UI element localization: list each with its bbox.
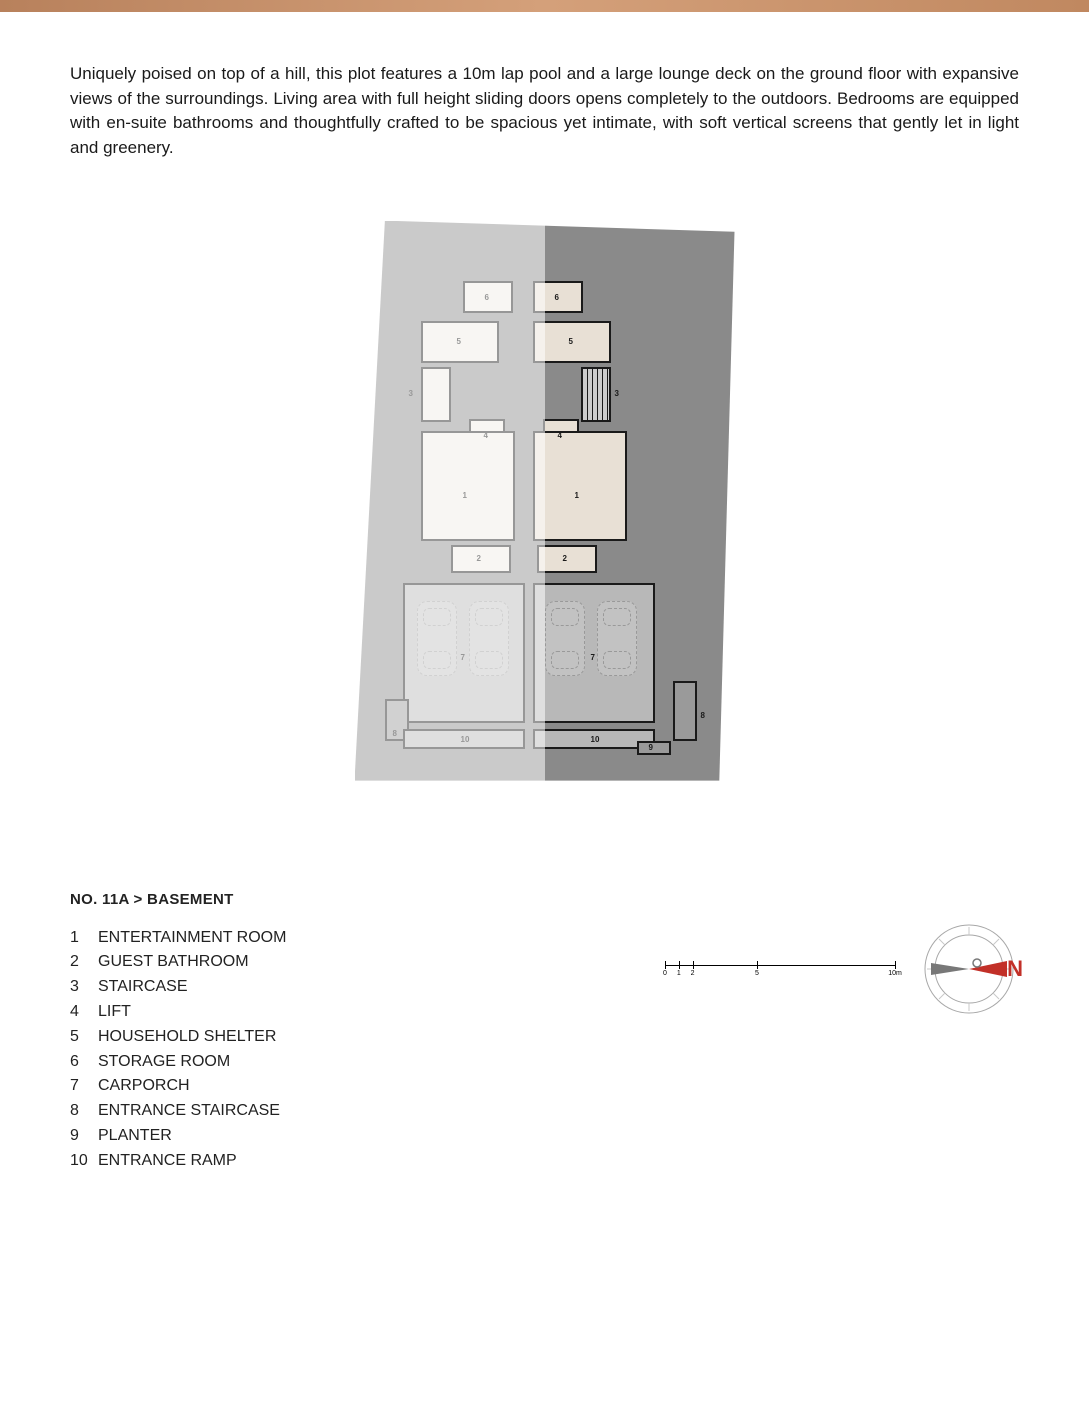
room-label: 5	[457, 337, 461, 346]
room-label: 6	[555, 293, 559, 302]
compass-icon	[919, 919, 1019, 1019]
room-label: 7	[461, 653, 465, 662]
legend-item: 5HOUSEHOLD SHELTER	[70, 1025, 286, 1050]
legend-item: 2GUEST BATHROOM	[70, 950, 286, 975]
legend-item-number: 6	[70, 1050, 98, 1075]
room-label: 2	[563, 554, 567, 563]
room-label: 10	[591, 735, 600, 744]
scale-compass-block: 0 1 2 5 10m	[665, 919, 1019, 1019]
car-outline	[545, 601, 585, 676]
car-outline	[417, 601, 457, 676]
property-description: Uniquely poised on top of a hill, this p…	[70, 62, 1019, 161]
scale-tick-label: 2	[691, 970, 695, 977]
scale-tick-label: 1	[677, 970, 681, 977]
room-label: 6	[485, 293, 489, 302]
compass-north-label: N	[1007, 956, 1023, 982]
legend-item: 4LIFT	[70, 1000, 286, 1025]
scale-tick	[693, 961, 694, 969]
floorplan-container: 6 6 5 5 3 3 4 4 1 1 2 2 7 7 8 8 10 10 9	[70, 221, 1019, 781]
room-3R	[581, 367, 611, 422]
legend-title: NO. 11A > BASEMENT	[70, 891, 286, 908]
legend: NO. 11A > BASEMENT 1ENTERTAINMENT ROOM2G…	[70, 891, 286, 1174]
room-label: 4	[484, 431, 488, 440]
legend-item-label: PLANTER	[98, 1124, 172, 1149]
scale-tick-label: 5	[755, 970, 759, 977]
legend-item-number: 8	[70, 1099, 98, 1124]
room-label: 10	[461, 735, 470, 744]
room-1L	[421, 431, 515, 541]
legend-item: 8ENTRANCE STAIRCASE	[70, 1099, 286, 1124]
car-outline	[597, 601, 637, 676]
legend-item-label: GUEST BATHROOM	[98, 950, 249, 975]
scale-bar: 012510m	[665, 957, 895, 981]
legend-list: 1ENTERTAINMENT ROOM2GUEST BATHROOM3STAIR…	[70, 926, 286, 1174]
room-label: 3	[615, 389, 619, 398]
room-label: 9	[649, 743, 653, 752]
floorplan-rooms-layer: 6 6 5 5 3 3 4 4 1 1 2 2 7 7 8 8 10 10 9	[385, 281, 705, 761]
scale-tick-label: 0	[663, 970, 667, 977]
room-label: 5	[569, 337, 573, 346]
legend-item: 6STORAGE ROOM	[70, 1050, 286, 1075]
legend-item-number: 4	[70, 1000, 98, 1025]
legend-item-number: 9	[70, 1124, 98, 1149]
legend-item-label: HOUSEHOLD SHELTER	[98, 1025, 276, 1050]
legend-item-number: 10	[70, 1149, 98, 1174]
room-label: 8	[701, 711, 705, 720]
legend-item-number: 3	[70, 975, 98, 1000]
scale-tick	[679, 961, 680, 969]
car-outline	[469, 601, 509, 676]
legend-item-label: ENTRANCE RAMP	[98, 1149, 237, 1174]
scale-tick	[665, 961, 666, 969]
room-label: 1	[463, 491, 467, 500]
room-label: 8	[393, 729, 397, 738]
room-label: 7	[591, 653, 595, 662]
legend-item: 3STAIRCASE	[70, 975, 286, 1000]
header-gradient-bar	[0, 0, 1089, 12]
scale-tick	[757, 961, 758, 969]
legend-item: 10ENTRANCE RAMP	[70, 1149, 286, 1174]
room-3L	[421, 367, 451, 422]
room-label: 1	[575, 491, 579, 500]
room-1R	[533, 431, 627, 541]
room-label: 2	[477, 554, 481, 563]
legend-item-number: 2	[70, 950, 98, 975]
room-label: 4	[558, 431, 562, 440]
lower-section: NO. 11A > BASEMENT 1ENTERTAINMENT ROOM2G…	[70, 891, 1019, 1174]
scale-tick-label: 10m	[888, 970, 902, 977]
legend-item-number: 5	[70, 1025, 98, 1050]
legend-item: 1ENTERTAINMENT ROOM	[70, 926, 286, 951]
legend-item-label: CARPORCH	[98, 1074, 190, 1099]
legend-item-label: ENTRANCE STAIRCASE	[98, 1099, 280, 1124]
legend-item-label: STORAGE ROOM	[98, 1050, 230, 1075]
floorplan: 6 6 5 5 3 3 4 4 1 1 2 2 7 7 8 8 10 10 9	[355, 221, 735, 781]
legend-item-number: 7	[70, 1074, 98, 1099]
scale-tick	[895, 961, 896, 969]
legend-item: 7CARPORCH	[70, 1074, 286, 1099]
scale-line	[665, 965, 895, 966]
legend-item-label: STAIRCASE	[98, 975, 188, 1000]
legend-item-label: ENTERTAINMENT ROOM	[98, 926, 286, 951]
room-8R	[673, 681, 697, 741]
legend-item: 9PLANTER	[70, 1124, 286, 1149]
legend-item-number: 1	[70, 926, 98, 951]
page-content: Uniquely poised on top of a hill, this p…	[0, 12, 1089, 1214]
legend-item-label: LIFT	[98, 1000, 131, 1025]
room-9R	[637, 741, 671, 755]
compass: N	[919, 919, 1019, 1019]
room-label: 3	[409, 389, 413, 398]
